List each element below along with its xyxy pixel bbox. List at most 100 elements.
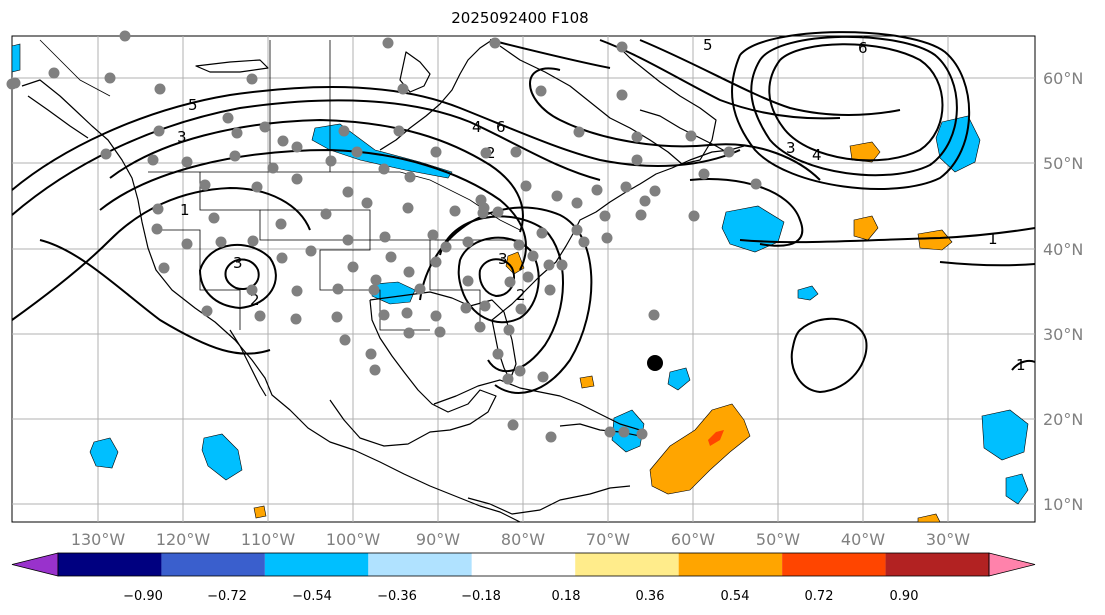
blue-region-pacific-1 [89,437,119,469]
station-dot [325,155,337,167]
station-dot [510,146,522,158]
orange-region-caribbean [649,403,751,495]
colorbar-tick-label: 0.36 [636,589,665,604]
station-dot [750,178,762,190]
colorbar-tick-label: −0.18 [461,589,501,604]
station-dot [639,195,651,207]
station-dot [397,83,409,95]
orange-region-7 [917,513,941,523]
colorbar-tick-label: −0.54 [292,589,332,604]
contour-label: 3 [177,128,187,146]
station-dot [556,259,568,271]
contour-label-group: 5 3 1 3 2 4 6 2 3 2 5 6 3 4 1 1 [177,36,1026,374]
lat-label: 10°N [1043,495,1083,514]
contour-label: 4 [472,118,482,136]
station-dot [402,202,414,214]
station-dot [365,348,377,360]
station-dot [449,205,461,217]
station-dot [492,206,504,218]
station-dot [152,203,164,215]
station-dot [246,73,258,85]
colorbar-tick-label: 0.54 [721,589,750,604]
lon-label: 60°W [671,530,715,549]
station-dot [154,83,166,95]
station-dot [231,127,243,139]
station-dot [100,148,112,160]
station-dot [507,419,519,431]
station-dot [291,173,303,185]
station-dot [535,85,547,97]
lat-label: 30°N [1043,325,1083,344]
station-dot [599,210,611,222]
contour-label: 6 [858,39,868,57]
colorbar-segment [678,553,783,576]
station-dot [618,426,630,438]
station-dot [480,147,492,159]
blue-region-north-atlantic [935,115,981,173]
station-dot [591,184,603,196]
station-dot [403,327,415,339]
lon-label: 100°W [326,530,381,549]
station-dot [616,41,628,53]
lon-label: 50°W [756,530,800,549]
station-dot [181,238,193,250]
colorbar-tick-label: −0.72 [207,589,247,604]
station-dot [571,224,583,236]
station-dot [649,185,661,197]
blue-region-canada [311,123,453,179]
colorbar-segment [575,553,679,576]
station-dot [430,146,442,158]
station-dot [347,261,359,273]
station-dot [620,181,632,193]
station-dot [427,229,439,241]
station-dot [430,310,442,322]
colorbar-segment [161,553,265,576]
lon-label: 130°W [71,530,126,549]
station-dot [440,241,452,253]
lon-label: 70°W [586,530,630,549]
station-dot [342,234,354,246]
station-dot [723,146,735,158]
station-dot [551,190,563,202]
station-dot [48,67,60,79]
station-dot [6,78,18,90]
colorbar-segment [782,553,886,576]
station-dot [571,197,583,209]
borders [39,39,521,331]
contour-label: 2 [516,286,526,304]
station-dot [342,186,354,198]
station-dot [537,371,549,383]
station-dot [370,274,382,286]
station-dot [460,302,472,314]
station-dot [502,373,514,385]
station-dot [536,227,548,239]
colorbar-segment [58,553,162,576]
station-dot [201,305,213,317]
station-dot [361,197,373,209]
station-dot [259,121,271,133]
station-dot [462,236,474,248]
station-dot [631,131,643,143]
station-dot [544,284,556,296]
station-dot [332,283,344,295]
station-dot [379,231,391,243]
lon-label: 40°W [841,530,885,549]
colorbar-tick-label: −0.36 [377,589,417,604]
station-dot [685,130,697,142]
colorbar-outline [57,552,990,577]
station-dot [543,259,555,271]
blue-region-atlantic [721,205,785,253]
station-dot [434,326,446,338]
station-dot [222,112,234,124]
blue-region-pacific-2 [201,433,243,481]
station-dot [545,431,557,443]
contour-label: 1 [180,201,190,219]
lat-label: 20°N [1043,410,1083,429]
station-dot [504,276,516,288]
lon-label: 90°W [416,530,460,549]
colorbar-tick-label: −0.90 [123,589,163,604]
colorbar-tick-label: 0.90 [890,589,919,604]
orange-region-2 [853,215,879,241]
station-dot [688,210,700,222]
